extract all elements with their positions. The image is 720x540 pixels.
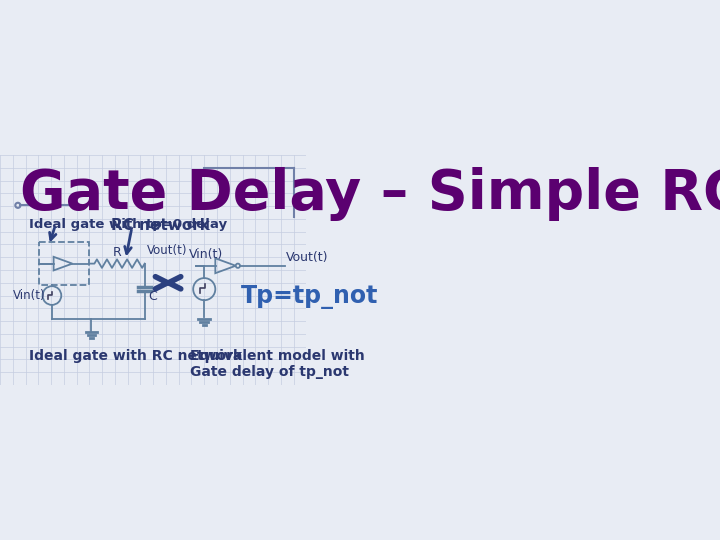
Text: C: C bbox=[148, 291, 157, 303]
Text: Gate Delay – Simple RC Model: Gate Delay – Simple RC Model bbox=[20, 167, 720, 221]
Text: Ideal gate with tp=0 delay: Ideal gate with tp=0 delay bbox=[29, 218, 227, 231]
Text: Tp=tp_not: Tp=tp_not bbox=[240, 285, 378, 309]
Text: Vout(t): Vout(t) bbox=[286, 251, 328, 264]
Text: Ideal gate with RC network: Ideal gate with RC network bbox=[29, 349, 242, 363]
Text: R: R bbox=[112, 246, 122, 259]
Text: RC network: RC network bbox=[112, 218, 210, 233]
Text: Vout(t): Vout(t) bbox=[147, 244, 187, 257]
Text: Equivalent model with
Gate delay of tp_not: Equivalent model with Gate delay of tp_n… bbox=[190, 349, 365, 379]
Text: Vin(t): Vin(t) bbox=[189, 248, 224, 261]
Text: Vin(t): Vin(t) bbox=[13, 289, 45, 302]
